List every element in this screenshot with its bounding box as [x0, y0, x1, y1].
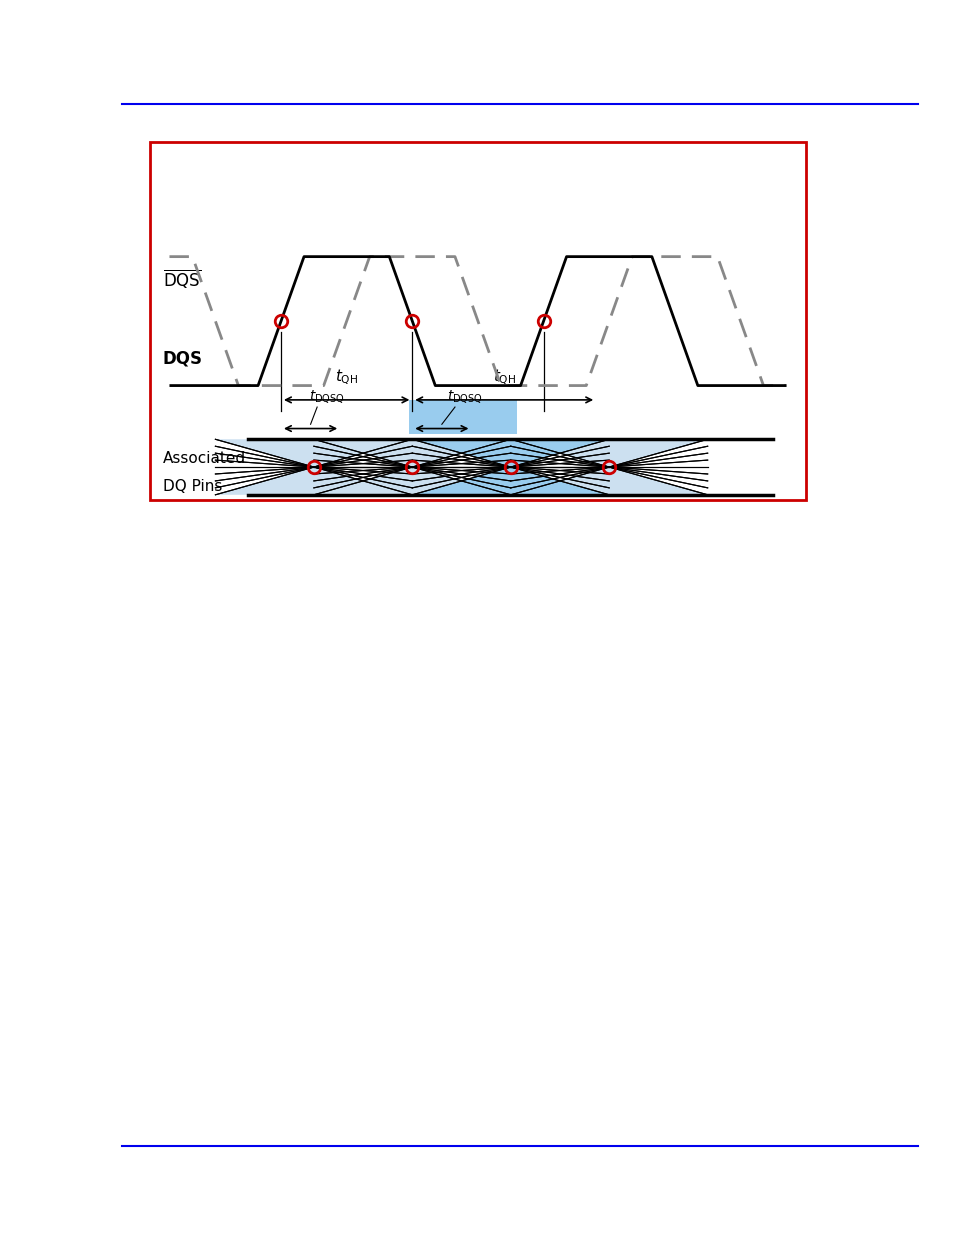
Polygon shape — [314, 440, 510, 467]
Text: $t_{\rm QH}$: $t_{\rm QH}$ — [492, 368, 516, 388]
Polygon shape — [510, 467, 707, 495]
Polygon shape — [215, 467, 412, 495]
Text: $t_{\rm DQSQ}$: $t_{\rm DQSQ}$ — [446, 388, 482, 405]
Polygon shape — [412, 440, 609, 467]
Polygon shape — [412, 440, 609, 467]
Text: DQ Pins: DQ Pins — [163, 479, 222, 494]
Text: $t_{\rm DQSQ}$: $t_{\rm DQSQ}$ — [309, 388, 345, 405]
Text: Associated: Associated — [163, 451, 246, 466]
Polygon shape — [314, 467, 510, 495]
Text: $\overline{\rm DQS}$: $\overline{\rm DQS}$ — [163, 268, 201, 290]
Polygon shape — [510, 440, 707, 467]
Polygon shape — [412, 467, 609, 495]
Text: $t_{\rm QH}$: $t_{\rm QH}$ — [335, 368, 358, 388]
Text: DQS: DQS — [163, 350, 203, 368]
Polygon shape — [215, 440, 412, 467]
Bar — [150, 142, 805, 500]
Polygon shape — [412, 467, 609, 495]
Bar — [409, 400, 517, 433]
